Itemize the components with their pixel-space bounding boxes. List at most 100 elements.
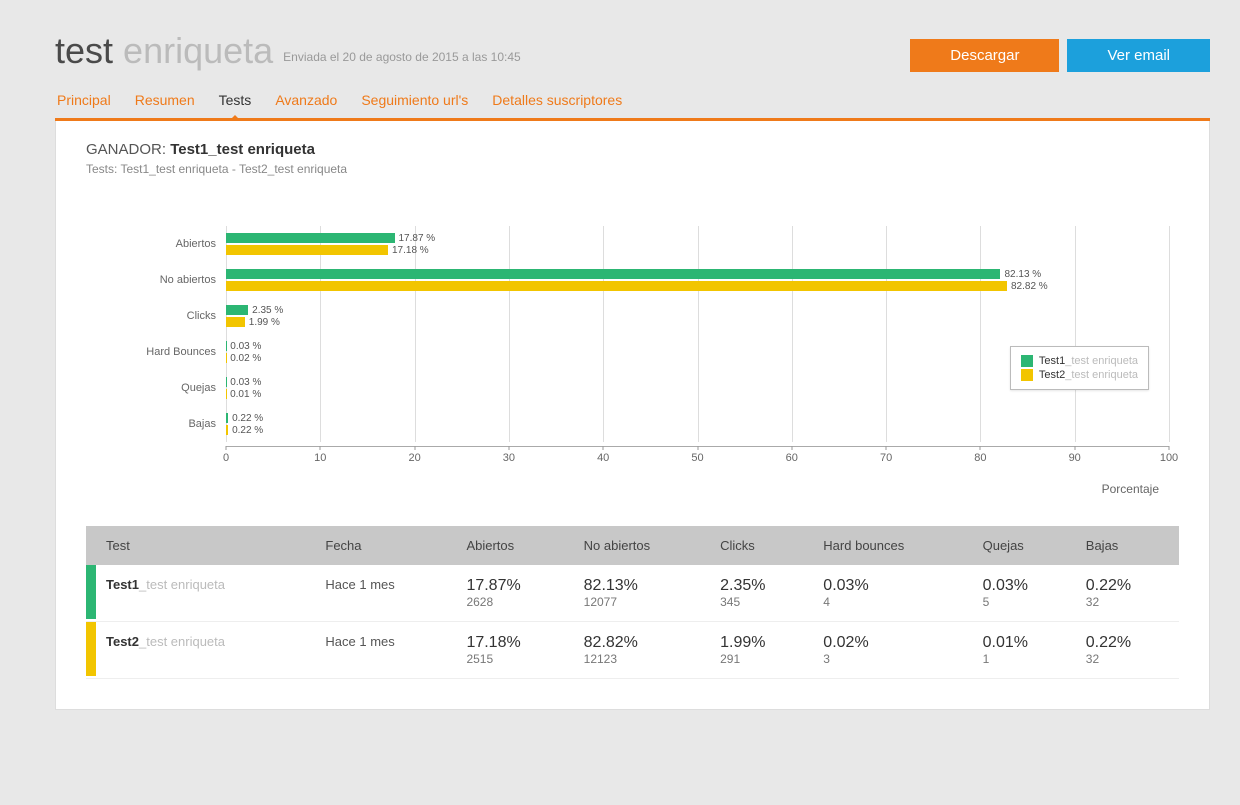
bar-value-label: 82.13 % bbox=[1004, 269, 1041, 280]
winner-name: Test1_test enriqueta bbox=[170, 141, 315, 158]
winner-block: GANADOR: Test1_test enriqueta Tests: Tes… bbox=[86, 141, 1179, 176]
category-label: Bajas bbox=[136, 418, 226, 430]
metric-cell: 17.18%2515 bbox=[456, 622, 573, 679]
title-prefix: test bbox=[55, 30, 113, 71]
tab-seguimiento-url-s[interactable]: Seguimiento url's bbox=[359, 92, 470, 118]
results-table: TestFechaAbiertosNo abiertosClicksHard b… bbox=[86, 526, 1179, 679]
bar-value-label: 1.99 % bbox=[249, 317, 280, 328]
axis-tick-label: 60 bbox=[786, 452, 798, 464]
legend-item: Test1_test enriqueta bbox=[1021, 355, 1138, 367]
tab-principal[interactable]: Principal bbox=[55, 92, 113, 118]
bar-value-label: 0.03 % bbox=[230, 341, 261, 352]
bar-value-label: 0.01 % bbox=[230, 389, 261, 400]
bar-value-label: 0.02 % bbox=[230, 353, 261, 364]
legend-item: Test2_test enriqueta bbox=[1021, 369, 1138, 381]
chart-bar bbox=[226, 413, 228, 423]
axis-tick-label: 0 bbox=[223, 452, 229, 464]
table-row: Test2_test enriquetaHace 1 mes17.18%2515… bbox=[86, 622, 1179, 679]
chart-bar bbox=[226, 233, 395, 243]
legend-swatch bbox=[1021, 369, 1033, 381]
comparison-chart: Abiertos 17.87 %17.18 % No abiertos 82.13 %… bbox=[86, 206, 1179, 496]
tab-resumen[interactable]: Resumen bbox=[133, 92, 197, 118]
date-cell: Hace 1 mes bbox=[315, 622, 456, 679]
table-header-cell: No abiertos bbox=[574, 526, 710, 565]
tab-avanzado[interactable]: Avanzado bbox=[273, 92, 339, 118]
axis-tick-label: 50 bbox=[691, 452, 703, 464]
winner-label: GANADOR: bbox=[86, 141, 166, 158]
chart-row: No abiertos 82.13 %82.82 % bbox=[136, 262, 1169, 298]
page-root: test enriqueta Enviada el 20 de agosto d… bbox=[0, 0, 1240, 805]
category-label: No abiertos bbox=[136, 274, 226, 286]
tab-tests[interactable]: Tests bbox=[217, 92, 254, 118]
metric-cell: 2.35%345 bbox=[710, 565, 813, 622]
table-header-cell: Clicks bbox=[710, 526, 813, 565]
bar-value-label: 17.87 % bbox=[399, 233, 436, 244]
chart-row: Abiertos 17.87 %17.18 % bbox=[136, 226, 1169, 262]
metric-cell: 82.13%12077 bbox=[574, 565, 710, 622]
metric-cell: 0.22%32 bbox=[1076, 565, 1179, 622]
table-header-cell: Abiertos bbox=[456, 526, 573, 565]
table-header-cell: Quejas bbox=[973, 526, 1076, 565]
chart-bar bbox=[226, 305, 248, 315]
chart-row: Clicks 2.35 %1.99 % bbox=[136, 298, 1169, 334]
axis-tick-label: 100 bbox=[1160, 452, 1178, 464]
table-header-cell: Hard bounces bbox=[813, 526, 972, 565]
metric-cell: 0.02%3 bbox=[813, 622, 972, 679]
table-header-cell: Fecha bbox=[315, 526, 456, 565]
category-label: Hard Bounces bbox=[136, 346, 226, 358]
bar-value-label: 0.22 % bbox=[232, 425, 263, 436]
axis-tick-label: 20 bbox=[408, 452, 420, 464]
axis-tick-label: 30 bbox=[503, 452, 515, 464]
axis-title: Porcentaje bbox=[136, 482, 1169, 496]
table-body: Test1_test enriquetaHace 1 mes17.87%2628… bbox=[86, 565, 1179, 679]
content-panel: GANADOR: Test1_test enriqueta Tests: Tes… bbox=[55, 121, 1210, 710]
tests-label: Tests: bbox=[86, 162, 117, 176]
chart-bar bbox=[226, 245, 388, 255]
category-label: Clicks bbox=[136, 310, 226, 322]
page-header: test enriqueta Enviada el 20 de agosto d… bbox=[55, 30, 1210, 72]
x-axis: 0102030405060708090100 bbox=[136, 448, 1169, 478]
bar-value-label: 82.82 % bbox=[1011, 281, 1048, 292]
legend-label: Test1_test enriqueta bbox=[1039, 355, 1138, 367]
chart-bar bbox=[226, 425, 228, 435]
metric-cell: 17.87%2628 bbox=[456, 565, 573, 622]
page-subtitle: Enviada el 20 de agosto de 2015 a las 10… bbox=[283, 50, 521, 64]
chart-bar bbox=[226, 317, 245, 327]
table-header-cell: Bajas bbox=[1076, 526, 1179, 565]
chart-legend: Test1_test enriqueta Test2_test enriqueta bbox=[1010, 346, 1149, 390]
metric-cell: 0.22%32 bbox=[1076, 622, 1179, 679]
page-title: test enriqueta bbox=[55, 30, 273, 72]
axis-ticks: 0102030405060708090100 bbox=[226, 448, 1169, 478]
category-label: Quejas bbox=[136, 382, 226, 394]
table-header-row: TestFechaAbiertosNo abiertosClicksHard b… bbox=[86, 526, 1179, 565]
axis-tick-label: 40 bbox=[597, 452, 609, 464]
axis-tick-label: 70 bbox=[880, 452, 892, 464]
tab-detalles-suscriptores[interactable]: Detalles suscriptores bbox=[490, 92, 624, 118]
tests-line: Tests: Test1_test enriqueta - Test2_test… bbox=[86, 162, 1179, 176]
title-wrap: test enriqueta Enviada el 20 de agosto d… bbox=[55, 30, 521, 72]
download-button[interactable]: Descargar bbox=[910, 39, 1059, 72]
winner-line: GANADOR: Test1_test enriqueta bbox=[86, 141, 1179, 158]
metric-cell: 0.03%5 bbox=[973, 565, 1076, 622]
title-suffix: enriqueta bbox=[123, 30, 273, 71]
bar-value-label: 0.22 % bbox=[232, 413, 263, 424]
bar-value-label: 2.35 % bbox=[252, 305, 283, 316]
bar-value-label: 0.03 % bbox=[230, 377, 261, 388]
bar-value-label: 17.18 % bbox=[392, 245, 429, 256]
chart-bar bbox=[226, 281, 1007, 291]
header-actions: Descargar Ver email bbox=[910, 39, 1210, 72]
legend-label: Test2_test enriqueta bbox=[1039, 369, 1138, 381]
tests-list: Test1_test enriqueta - Test2_test enriqu… bbox=[120, 162, 347, 176]
legend-swatch bbox=[1021, 355, 1033, 367]
view-email-button[interactable]: Ver email bbox=[1067, 39, 1210, 72]
tabs-nav: Principal Resumen Tests Avanzado Seguimiento… bbox=[55, 92, 1210, 121]
table-row: Test1_test enriquetaHace 1 mes17.87%2628… bbox=[86, 565, 1179, 622]
date-cell: Hace 1 mes bbox=[315, 565, 456, 622]
metric-cell: 1.99%291 bbox=[710, 622, 813, 679]
axis-tick-label: 80 bbox=[974, 452, 986, 464]
category-label: Abiertos bbox=[136, 238, 226, 250]
chart-row: Bajas 0.22 %0.22 % bbox=[136, 406, 1169, 442]
test-name-cell: Test2_test enriqueta bbox=[96, 622, 315, 679]
row-color-marker bbox=[86, 622, 96, 676]
chart-plot-area: Abiertos 17.87 %17.18 % No abiertos 82.13 %… bbox=[136, 226, 1169, 442]
